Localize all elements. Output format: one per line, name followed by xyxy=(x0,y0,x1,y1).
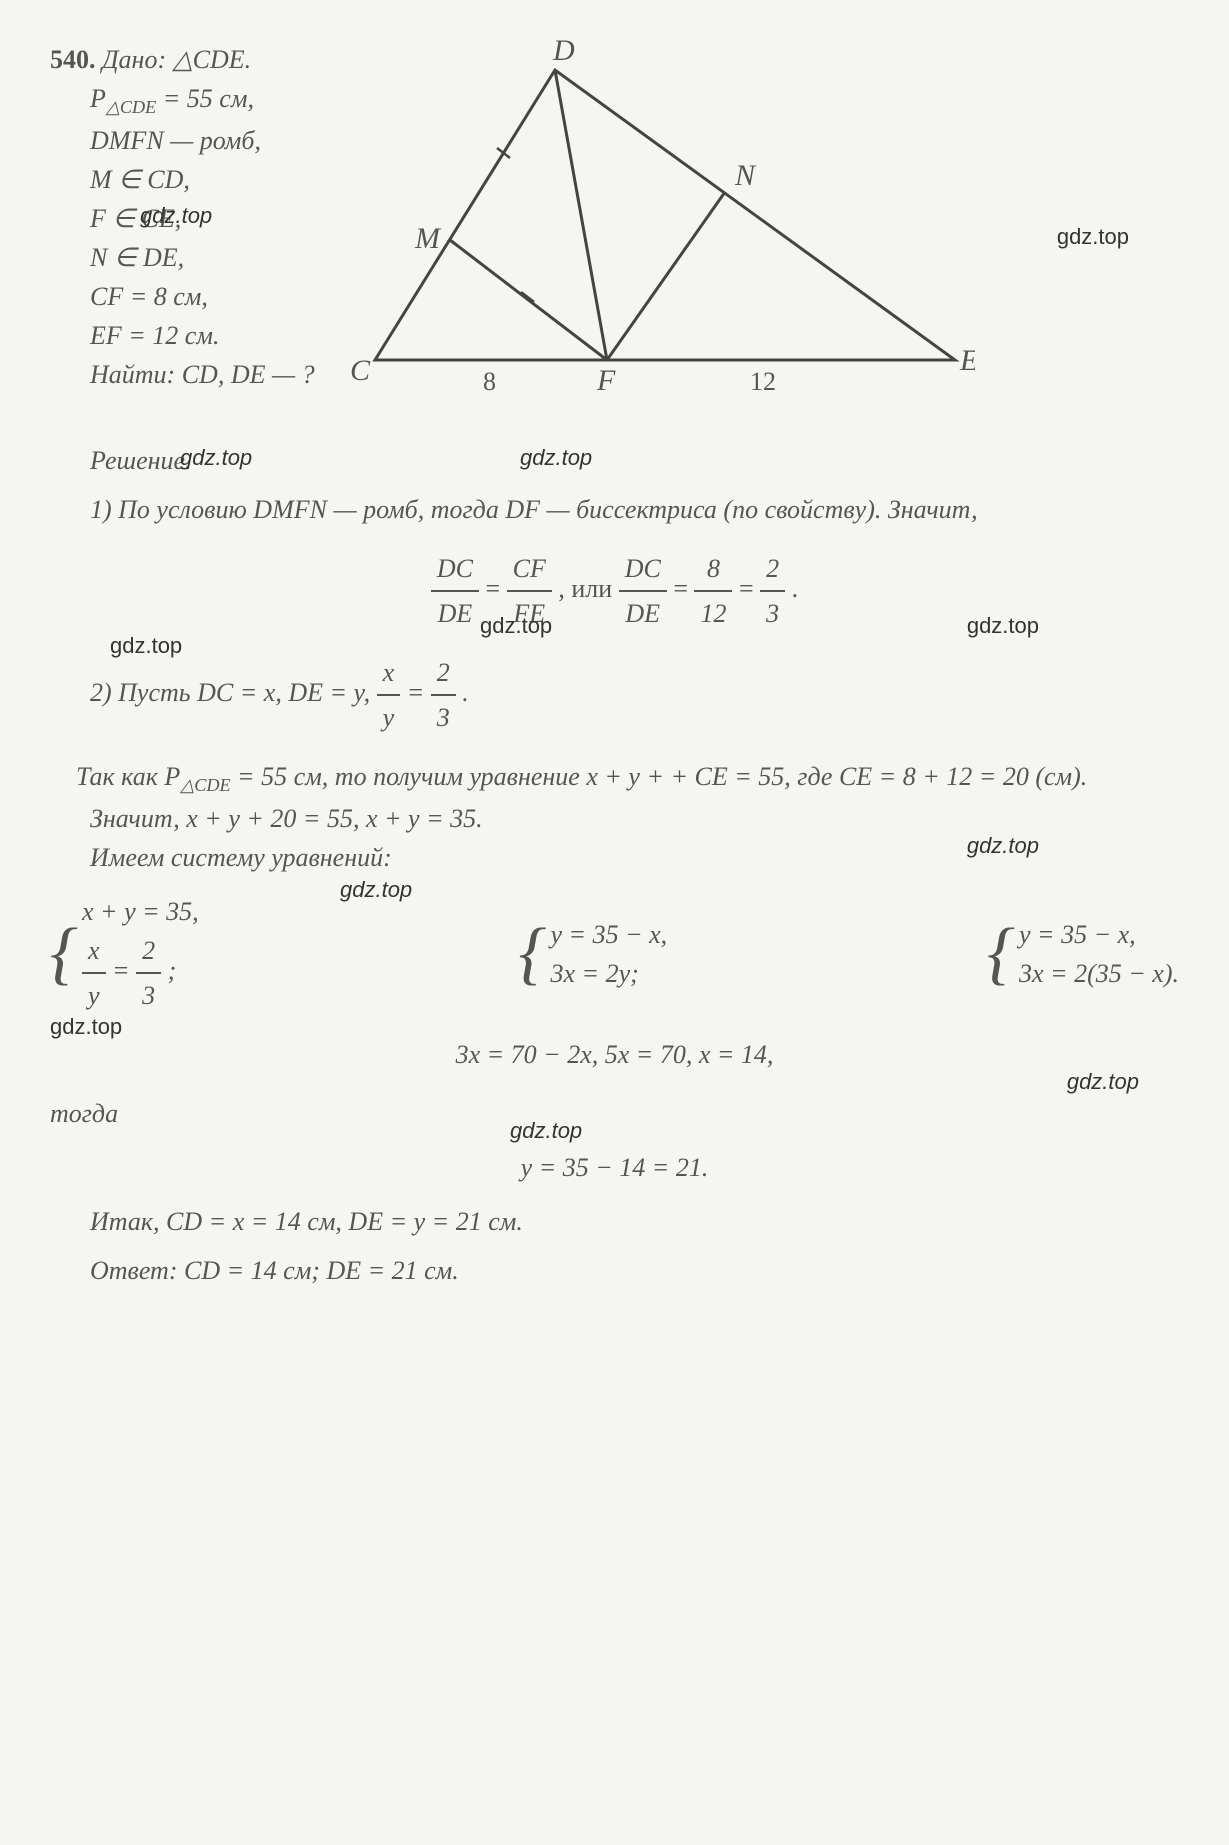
step-1: 1) По условию DMFN — ромб, тогда DF — би… xyxy=(50,490,1179,529)
system-2: { y = 35 − x, 3x = 2y; xyxy=(519,915,668,993)
given-n: N ∈ DE, xyxy=(50,238,315,277)
system-1: { x + y = 35, x y = 2 3 ; xyxy=(50,892,199,1015)
answer: Ответ: CD = 14 см; DE = 21 см. xyxy=(50,1251,1179,1290)
find-line: Найти: CD, DE — ? xyxy=(50,355,315,394)
watermark-3: gdz.top xyxy=(180,441,252,474)
given-perimeter: P△CDE = 55 см, xyxy=(50,79,315,121)
given-label: Дано: △CDE. xyxy=(102,45,251,74)
given-ef: EF = 12 см. xyxy=(50,316,315,355)
label-m: M xyxy=(414,222,442,255)
tick-dm xyxy=(497,148,510,158)
line-mf xyxy=(450,240,607,360)
znachit-line: Значит, x + y + 20 = 55, x + y = 35. gdz… xyxy=(50,799,1179,838)
calc-line: 3x = 70 − 2x, 5x = 70, x = 14, gdz.top xyxy=(50,1035,1179,1074)
triangle-outline xyxy=(375,70,955,360)
label-f: F xyxy=(596,364,616,397)
label-n: N xyxy=(734,159,757,192)
given-text-column: 540. Дано: △CDE. P△CDE = 55 см, DMFN — р… xyxy=(50,40,315,394)
diagram: D N M C F E 8 12 gdz.top xyxy=(335,40,1179,421)
triangle-svg: D N M C F E 8 12 xyxy=(335,40,975,410)
watermark-5: gdz.top xyxy=(480,609,552,642)
system-intro: Имеем систему уравнений: gdz.top xyxy=(50,838,1179,877)
label-c: C xyxy=(350,354,371,387)
line-df xyxy=(555,70,607,360)
label-12: 12 xyxy=(750,367,776,396)
given-cf: CF = 8 см, xyxy=(50,277,315,316)
watermark-9: gdz.top xyxy=(340,873,412,906)
given-line-1: 540. Дано: △CDE. xyxy=(50,40,315,79)
itak: Итак, CD = x = 14 см, DE = y = 21 см. xyxy=(50,1202,1179,1241)
watermark-12: gdz.top xyxy=(510,1114,582,1147)
given-romb: DMFN — ромб, xyxy=(50,121,315,160)
y-calc: y = 35 − 14 = 21. xyxy=(50,1148,1179,1187)
given-m: M ∈ CD, xyxy=(50,160,315,199)
watermark-2: gdz.top xyxy=(1057,220,1129,253)
line-fn xyxy=(607,192,725,360)
togda: тогда gdz.top xyxy=(50,1094,1179,1133)
problem-number: 540. xyxy=(50,45,96,74)
systems-row: { x + y = 35, x y = 2 3 ; { xyxy=(50,892,1179,1015)
watermark-7: gdz.top xyxy=(110,629,182,662)
given-block: 540. Дано: △CDE. P△CDE = 55 см, DMFN — р… xyxy=(50,40,1179,421)
watermark-6: gdz.top xyxy=(967,609,1039,642)
label-e: E xyxy=(959,344,975,377)
solution-heading: Решение. gdz.top gdz.top xyxy=(50,441,1179,480)
page-content: 540. Дано: △CDE. P△CDE = 55 см, DMFN — р… xyxy=(50,40,1179,1290)
system-3: { y = 35 − x, 3x = 2(35 − x). xyxy=(987,915,1179,993)
perimeter-paragraph: Так как P△CDE = 55 см, то получим уравне… xyxy=(50,757,1179,799)
ratio-equation: DC DE = CF FE , или DC DE = 8 12 = 2 3 .… xyxy=(50,549,1179,633)
label-d: D xyxy=(552,40,575,67)
given-f: F ∈ CE, gdz.top xyxy=(50,199,315,238)
step-2: 2) Пусть DC = x, DE = y, x y = 2 3 . xyxy=(50,653,1179,737)
label-8: 8 xyxy=(483,367,496,396)
watermark-4: gdz.top xyxy=(520,441,592,474)
watermark-1: gdz.top xyxy=(140,199,212,232)
